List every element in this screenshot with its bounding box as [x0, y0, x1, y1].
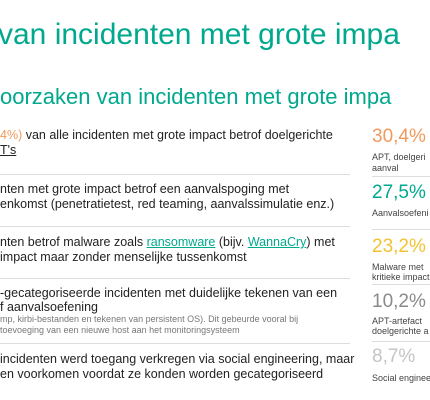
divider — [0, 278, 350, 279]
text: van alle incidenten met grote impact bet… — [22, 128, 333, 142]
divider — [372, 176, 430, 177]
text: ) met — [306, 235, 335, 249]
divider — [372, 341, 430, 342]
caption: APT-artefact — [372, 316, 423, 326]
caption: doelgerichte a — [372, 326, 429, 336]
link[interactable]: ransomware — [146, 235, 216, 249]
row-text: nten betrof malware zoals ransomware (bi… — [0, 235, 335, 249]
row-text: f aanvalsoefening — [0, 300, 98, 314]
row-text: enkomst (penetratietest, red teaming, aa… — [0, 197, 335, 211]
caption: APT, doelgeri — [372, 152, 426, 162]
row-text: impact maar zonder menselijke tussenkoms… — [0, 250, 247, 264]
divider — [372, 284, 430, 285]
row-text: nten met grote impact betrof een aanvals… — [0, 182, 290, 196]
link[interactable]: WannaCry — [247, 235, 307, 249]
note: mp, kirbi-bestanden en tekenen van persi… — [0, 314, 299, 324]
divider — [0, 343, 350, 344]
row-text: -gecategoriseerde incidenten met duideli… — [0, 286, 338, 300]
stat: 8,7% — [372, 346, 416, 367]
stat: 10,2% — [372, 291, 426, 312]
stat: 23,2% — [372, 236, 426, 257]
divider — [0, 226, 350, 227]
caption: aanval — [372, 163, 399, 173]
caption: kritieke impact — [372, 272, 430, 282]
divider — [0, 174, 350, 175]
row-text: 4%) van alle incidenten met grote impact… — [0, 128, 333, 142]
row-text: incidenten werd toegang verkregen via so… — [0, 352, 355, 366]
caption: Social enginee — [372, 373, 430, 383]
caption: Malware met — [372, 262, 424, 272]
text: (bijv. — [215, 235, 248, 249]
highlight: 4%) — [0, 128, 23, 142]
divider — [372, 229, 430, 230]
text: nten betrof malware zoals — [0, 235, 147, 249]
stat: 27,5% — [372, 182, 426, 203]
title: van incidenten met grote impa — [0, 18, 400, 51]
stat: 30,4% — [372, 126, 426, 147]
subtitle: oorzaken van incidenten met grote impa — [0, 84, 392, 109]
row-text[interactable]: T's — [0, 143, 17, 157]
note: toevoeging van een nieuwe host aan het m… — [0, 325, 240, 335]
row-text: en voorkomen voordat ze konden worden ge… — [0, 367, 324, 381]
caption: Aanvalsoefeni — [372, 208, 429, 218]
